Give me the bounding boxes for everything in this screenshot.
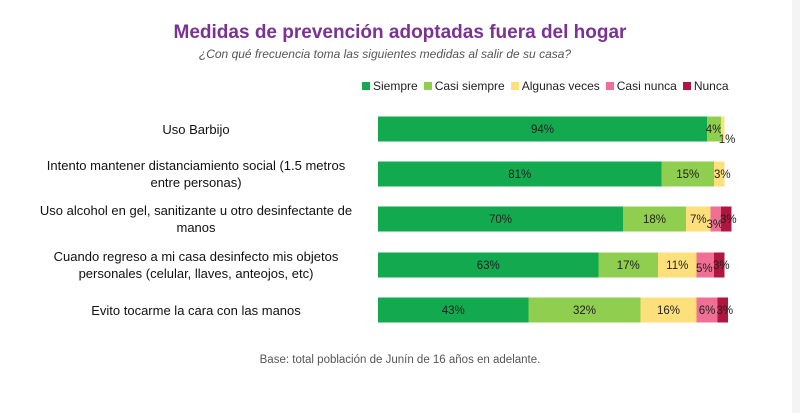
category-label-line: Evito tocarme la cara con las manos	[91, 302, 301, 318]
data-label: 32%	[573, 305, 596, 317]
data-label: 94%	[531, 124, 554, 136]
data-label: 11%	[666, 260, 688, 272]
category-label: Uso alcohol en gel, sanitizante u otro d…	[20, 202, 372, 236]
data-label: 5%	[696, 263, 713, 275]
bar-segment	[640, 297, 697, 323]
bar-segment	[710, 206, 721, 232]
bar-segment	[378, 161, 662, 187]
legend-swatch	[510, 82, 519, 90]
bar-segment	[696, 297, 718, 323]
window-edge	[792, 0, 800, 413]
bar-segment	[378, 116, 707, 142]
data-label: 3%	[713, 260, 730, 272]
bar-segment	[717, 297, 728, 323]
data-label: 4%	[706, 124, 723, 136]
category-label: Uso Barbijo	[20, 121, 372, 138]
bar-segment	[686, 206, 711, 232]
chart-title: Medidas de prevención adoptadas fuera de…	[173, 22, 627, 43]
legend-swatch	[362, 82, 370, 90]
category-label-line: Uso Barbijo	[162, 121, 230, 137]
bar-segment	[707, 116, 721, 142]
data-label: 3%	[706, 219, 723, 231]
legend-label: Siempre	[373, 79, 418, 93]
legend-item-0: Siempre	[362, 79, 418, 93]
legend-swatch	[605, 82, 614, 90]
data-label: 1%	[719, 134, 736, 146]
bar-segment	[661, 161, 714, 187]
legend-item-3: Casi nunca	[605, 79, 677, 93]
bar-segment	[378, 206, 623, 232]
legend-item-1: Casi siempre	[423, 79, 505, 93]
data-label: 3%	[714, 169, 731, 181]
data-label: 63%	[477, 260, 500, 272]
data-label: 3%	[720, 214, 737, 226]
bar-segment	[696, 252, 714, 278]
data-label: 17%	[617, 260, 640, 272]
legend-label: Nunca	[693, 79, 729, 93]
category-label: Intento mantener distanciamiento social …	[20, 157, 372, 191]
category-label-line: personales (celular, llaves, anteojos, e…	[78, 266, 314, 281]
data-label: 81%	[508, 169, 531, 181]
chart-legend: Siempre Casi siempre Algunas veces Casi nun…	[362, 78, 735, 94]
legend-label: Casi nunca	[616, 79, 677, 93]
bar-segment	[378, 297, 529, 323]
data-label: 18%	[643, 214, 666, 226]
category-label-line: manos	[176, 220, 216, 235]
data-label: 70%	[489, 214, 512, 226]
bar-segment	[714, 252, 725, 278]
legend-item-2: Algunas veces	[510, 79, 600, 93]
legend-label: Algunas veces	[521, 79, 600, 93]
legend-item-4: Nunca	[682, 79, 729, 93]
data-label: 3%	[716, 305, 733, 317]
bar-segment	[598, 252, 658, 278]
bar-segment	[658, 252, 697, 278]
bar-segment	[378, 252, 599, 278]
footnote: Base: total población de Junín de 16 año…	[259, 354, 541, 366]
bar-segment	[721, 206, 732, 232]
bar-segment	[714, 161, 725, 187]
data-label: 16%	[657, 305, 680, 317]
data-label: 43%	[442, 305, 465, 317]
legend-label: Casi siempre	[434, 79, 505, 93]
data-label: 15%	[676, 169, 699, 181]
chart-subtitle: ¿Con qué frecuencia toma las siguientes …	[198, 47, 572, 61]
legend-swatch	[682, 82, 691, 90]
category-label: Cuando regreso a mi casa desinfecto mis …	[20, 248, 372, 282]
category-label: Evito tocarme la cara con las manos	[20, 302, 372, 319]
category-label-line: Cuando regreso a mi casa desinfecto mis …	[53, 249, 339, 264]
bar-segment	[721, 116, 725, 142]
category-label-line: Intento mantener distanciamiento social …	[46, 158, 346, 173]
data-label: 6%	[699, 305, 716, 317]
bar-segment	[623, 206, 686, 232]
bar-segment	[528, 297, 641, 323]
data-label: 7%	[690, 214, 707, 226]
category-label-line: Uso alcohol en gel, sanitizante u otro d…	[39, 203, 353, 218]
legend-swatch	[423, 82, 432, 90]
category-label-line: entre personas)	[150, 175, 242, 190]
